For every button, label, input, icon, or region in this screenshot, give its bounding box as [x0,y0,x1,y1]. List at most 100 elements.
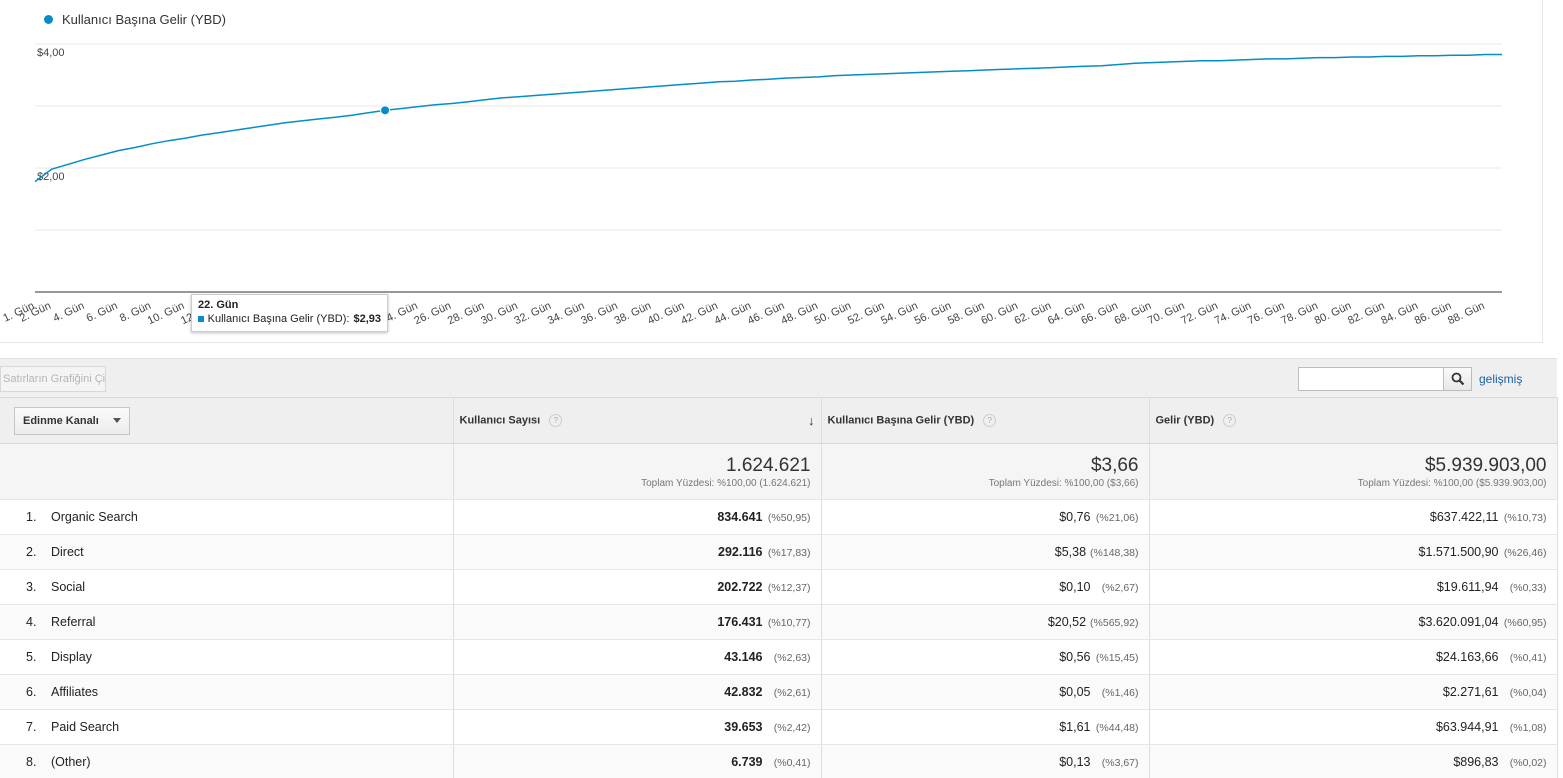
totals-revenue-cell: $5.939.903,00 Toplam Yüzdesi: %100,00 ($… [1149,443,1558,500]
y-tick-label: $2,00 [37,171,65,183]
channel-cell[interactable]: 3. Social [0,569,454,605]
plot-rows-button[interactable]: Satırların Grafiğini Çiz [0,366,106,392]
channel-name[interactable]: Referral [51,615,96,629]
users-value: 176.431 [717,615,763,629]
channel-cell[interactable]: 1. Organic Search [0,499,454,535]
channel-name[interactable]: Display [51,650,92,664]
row-index: 3. [26,580,37,594]
users-percent: (%17,83) [767,547,811,559]
help-icon[interactable]: ? [983,414,997,427]
x-tick-label: 64. Gün [1046,300,1087,327]
rpu-cell: $0,10 (%2,67) [821,569,1150,605]
table-row[interactable]: 3. Social 202.722 (%12,37) $0,10 (%2,67) $19.6… [0,569,1558,605]
x-tick-label: 60. Gün [979,300,1020,327]
table-row[interactable]: 8. (Other) 6.739 (%0,41) $0,13 (%3,67) $896,83… [0,744,1558,778]
users-percent: (%12,37) [767,582,811,594]
revenue-percent: (%1,08) [1509,722,1547,734]
table-row[interactable]: 5. Display 43.146 (%2,63) $0,56 (%15,45) $24.1… [0,639,1558,675]
search-icon [1451,372,1464,386]
chart-panel: Kullanıcı Başına Gelir (YBD) $4,00 $2,00 1… [0,0,1543,343]
row-index: 6. [26,685,37,699]
rpu-value: $5,38 [1054,545,1087,559]
rpu-cell: $0,05 (%1,46) [821,674,1150,710]
chart-tooltip: 22. Gün Kullanıcı Başına Gelir (YBD): $2… [191,294,388,332]
x-tick-label: 72. Gün [1179,300,1220,327]
table-row[interactable]: 1. Organic Search 834.641 (%50,95) $0,76 (%21… [0,499,1558,535]
chevron-down-icon [112,418,121,423]
revenue-cell: $1.571.500,90 (%26,46) [1149,534,1558,570]
header-users[interactable]: Kullanıcı Sayısı ? ↓ [453,397,822,444]
users-value: 202.722 [717,580,763,594]
totals-users-cell: 1.624.621 Toplam Yüzdesi: %100,00 (1.624… [453,443,822,500]
x-tick-label: 36. Gün [579,300,620,327]
revenue-percent: (%26,46) [1503,547,1547,559]
channel-cell[interactable]: 4. Referral [0,604,454,640]
x-tick-label: 10. Gün [146,300,187,327]
channel-cell[interactable]: 2. Direct [0,534,454,570]
chart-legend[interactable]: Kullanıcı Başına Gelir (YBD) [44,12,226,27]
channel-name[interactable]: Direct [51,545,84,559]
x-tick-label: 62. Gün [1013,300,1054,327]
channel-name[interactable]: Organic Search [51,510,138,524]
totals-users-value: 1.624.621 [725,454,811,476]
channel-name[interactable]: Social [51,580,86,594]
tooltip-title: 22. Gün [198,299,239,311]
revenue-percent: (%0,04) [1509,687,1547,699]
rpu-percent: (%2,67) [1101,582,1139,594]
channel-name[interactable]: Paid Search [51,720,120,734]
totals-rpu-value: $3,66 [1090,454,1139,476]
users-value: 6.739 [731,755,763,769]
x-tick-label: 38. Gün [613,300,654,327]
rpu-percent: (%21,06) [1095,512,1139,524]
users-cell: 176.431 (%10,77) [453,604,822,640]
row-index: 1. [26,510,37,524]
help-icon[interactable]: ? [1223,414,1237,427]
rpu-percent: (%3,67) [1101,757,1139,769]
table-row[interactable]: 7. Paid Search 39.653 (%2,42) $1,61 (%44,48) $… [0,709,1558,745]
channel-cell[interactable]: 5. Display [0,639,454,675]
rpu-cell: $20,52 (%565,92) [821,604,1150,640]
header-revenue[interactable]: Gelir (YBD) ? [1149,397,1558,444]
rpu-cell: $0,56 (%15,45) [821,639,1150,675]
x-tick-label: 50. Gün [813,300,854,327]
header-revenue-label: Gelir (YBD) [1155,414,1215,427]
revenue-value: $19.611,94 [1436,580,1499,594]
table-row[interactable]: 4. Referral 176.431 (%10,77) $20,52 (%565,92)… [0,604,1558,640]
x-tick-label: 30. Gün [479,300,520,327]
channel-cell[interactable]: 6. Affiliates [0,674,454,710]
help-icon[interactable]: ? [549,413,563,427]
users-value: 42.832 [724,685,763,699]
revenue-percent: (%60,95) [1503,617,1547,629]
rpu-percent: (%148,38) [1090,547,1139,559]
users-value: 834.641 [717,510,763,524]
x-tick-label: 48. Gün [779,300,820,327]
table-row[interactable]: 6. Affiliates 42.832 (%2,61) $0,05 (%1,46) $2.… [0,674,1558,710]
rpu-cell: $0,13 (%3,67) [821,744,1150,778]
table-row[interactable]: 2. Direct 292.116 (%17,83) $5,38 (%148,38) $1.… [0,534,1558,570]
revenue-value: $3.620.091,04 [1418,615,1499,629]
users-percent: (%10,77) [767,617,811,629]
header-revenue-per-user[interactable]: Kullanıcı Başına Gelir (YBD) ? [821,397,1150,444]
x-tick-label: 78. Gün [1279,300,1320,327]
channel-name[interactable]: Affiliates [51,685,99,699]
advanced-filter-link[interactable]: gelişmiş [1479,372,1523,386]
totals-rpu-cell: $3,66 Toplam Yüzdesi: %100,00 ($3,66) [821,443,1150,500]
table-search-input[interactable] [1298,367,1444,391]
x-tick-label: 54. Gün [879,300,920,327]
totals-row: 1.624.621 Toplam Yüzdesi: %100,00 (1.624… [0,443,1558,500]
channel-name[interactable]: (Other) [51,755,91,769]
legend-label: Kullanıcı Başına Gelir (YBD) [62,12,227,27]
search-button[interactable] [1444,367,1472,391]
x-tick-label: 74. Gün [1213,300,1254,327]
tooltip-series-swatch-icon [198,316,204,322]
dimension-selector[interactable]: Edinme Kanalı [14,406,130,435]
users-percent: (%0,41) [773,757,811,769]
table-header-row: Edinme Kanalı Kullanıcı Sayısı ? ↓ Kulla… [0,397,1558,444]
channel-cell[interactable]: 8. (Other) [0,744,454,778]
users-cell: 834.641 (%50,95) [453,499,822,535]
highlighted-data-point[interactable] [380,105,391,116]
channel-cell[interactable]: 7. Paid Search [0,709,454,745]
sort-desc-icon[interactable]: ↓ [808,412,815,428]
users-percent: (%2,42) [773,722,811,734]
